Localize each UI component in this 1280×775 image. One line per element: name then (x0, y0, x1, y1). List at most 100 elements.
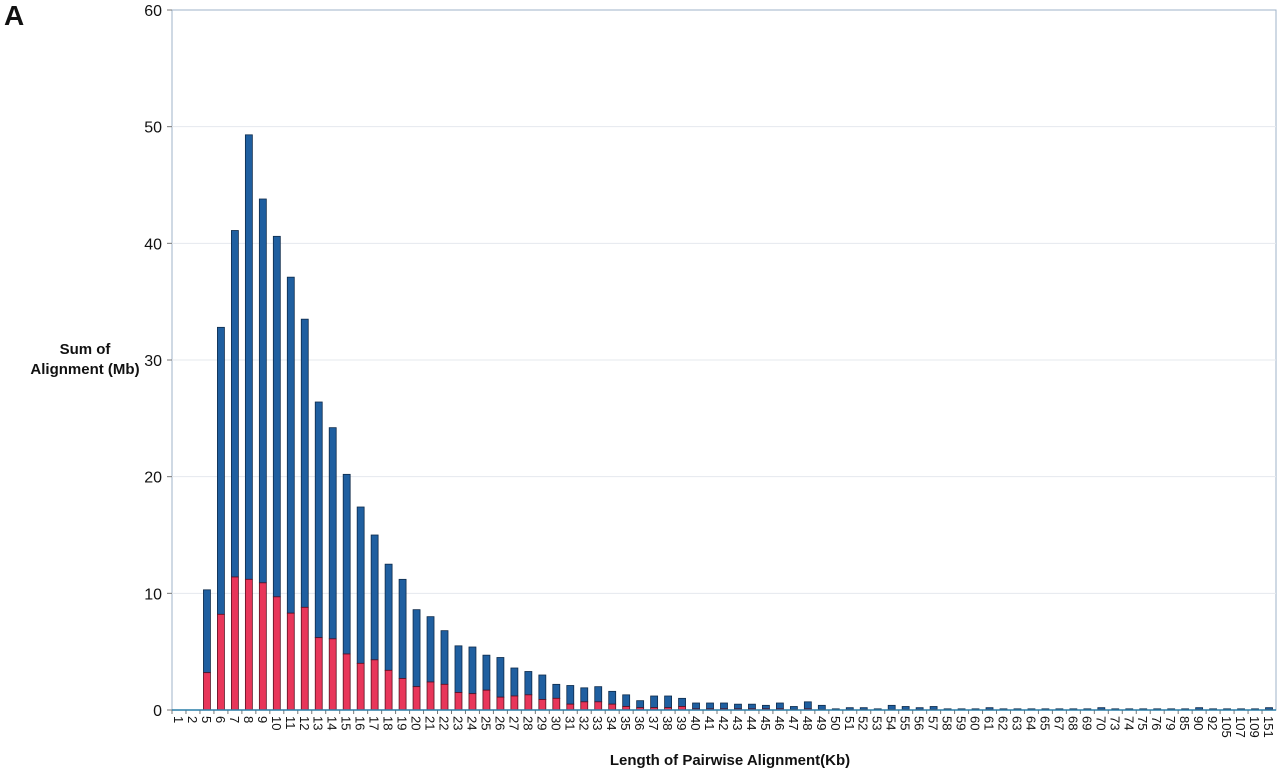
bar-lower-segment (594, 701, 603, 711)
bar-upper-segment (706, 702, 714, 710)
x-tick-label: 33 (590, 716, 605, 730)
bar-lower-segment (356, 662, 365, 711)
x-tick-label: 49 (814, 716, 829, 730)
bar-upper-segment (328, 427, 337, 640)
bar-lower-segment (482, 689, 491, 711)
x-tick-label: 56 (912, 716, 927, 730)
bar-lower-segment (510, 695, 519, 711)
bar-upper-segment (720, 702, 728, 710)
x-tick-label: 27 (506, 716, 521, 730)
x-tick-label: 46 (772, 716, 787, 730)
bar-lower-segment (203, 672, 211, 711)
x-tick-label: 1 (171, 716, 186, 723)
bar-upper-segment (468, 646, 477, 695)
x-tick-label: 61 (982, 716, 997, 730)
y-tick-label: 40 (144, 236, 162, 253)
x-tick-label: 75 (1135, 716, 1150, 730)
x-tick-label: 90 (1191, 716, 1206, 730)
x-tick-label: 76 (1149, 716, 1164, 730)
bar-lower-segment (244, 578, 253, 711)
bar-upper-segment (314, 401, 323, 639)
bar-lower-segment (552, 697, 561, 711)
x-tick-label: 37 (646, 716, 661, 730)
x-tick-label: 73 (1107, 716, 1122, 730)
panel-label: A (4, 0, 25, 31)
x-tick-label: 19 (395, 716, 410, 730)
x-tick-label: 41 (702, 716, 717, 730)
bar-upper-segment (664, 695, 672, 709)
x-tick-label: 21 (423, 716, 438, 730)
bar-upper-segment (748, 703, 756, 710)
bar-lower-segment (412, 686, 421, 711)
x-tick-label: 31 (562, 716, 577, 730)
bar-lower-segment (217, 613, 225, 711)
bar-upper-segment (286, 276, 295, 614)
bar-upper-segment (803, 701, 812, 710)
bar-upper-segment (817, 704, 826, 710)
bar-lower-segment (566, 703, 575, 711)
bar-upper-segment (300, 318, 309, 608)
bar-lower-segment (328, 638, 337, 711)
x-tick-label: 32 (576, 716, 591, 730)
bar-upper-segment (594, 686, 603, 703)
bar-lower-segment (440, 683, 449, 711)
bar-upper-segment (678, 697, 686, 707)
bar-upper-segment (566, 685, 575, 705)
bar-lower-segment (496, 696, 505, 711)
bar-lower-segment (524, 694, 533, 711)
x-tick-label: 35 (618, 716, 633, 730)
bar-upper-segment (608, 690, 617, 705)
x-tick-label: 43 (730, 716, 745, 730)
y-axis-label: Sum of Alignment (Mb) (10, 340, 160, 380)
bar-upper-segment (426, 616, 435, 683)
bar-upper-segment (901, 706, 910, 710)
x-tick-label: 85 (1177, 716, 1192, 730)
bar-upper-segment (622, 694, 631, 707)
bar-upper-segment (342, 473, 351, 655)
bar-upper-segment (482, 654, 491, 691)
y-axis-label-line2: Alignment (Mb) (30, 361, 140, 378)
x-tick-label: 40 (688, 716, 703, 730)
x-tick-label: 10 (269, 716, 284, 730)
bar-upper-segment (650, 695, 659, 709)
x-tick-label: 55 (898, 716, 913, 730)
bar-upper-segment (454, 645, 463, 693)
bar-upper-segment (789, 706, 798, 710)
x-tick-label: 38 (660, 716, 675, 730)
bar-upper-segment (636, 700, 645, 709)
bar-upper-segment (538, 674, 547, 700)
x-tick-label: 39 (674, 716, 689, 730)
x-tick-label: 51 (842, 716, 857, 730)
bar-lower-segment (608, 703, 617, 711)
bar-lower-segment (300, 606, 309, 711)
x-tick-label: 60 (968, 716, 983, 730)
x-tick-label: 57 (926, 716, 941, 730)
bar-upper-segment (762, 704, 770, 710)
x-tick-label: 47 (786, 716, 801, 730)
bar-upper-segment (496, 657, 505, 698)
x-tick-label: 63 (1009, 716, 1024, 730)
bar-upper-segment (258, 198, 267, 584)
bar-lower-segment (538, 699, 547, 711)
x-tick-label: 2 (185, 716, 200, 723)
x-tick-label: 36 (632, 716, 647, 730)
x-tick-label: 42 (716, 716, 731, 730)
bar-upper-segment (510, 667, 519, 697)
bar-upper-segment (734, 703, 742, 710)
x-tick-label: 52 (856, 716, 871, 730)
x-tick-label: 59 (954, 716, 969, 730)
x-tick-label: 68 (1065, 716, 1080, 730)
x-axis-label: Length of Pairwise Alignment(Kb) (609, 752, 851, 769)
x-tick-label: 6 (213, 716, 228, 723)
bar-lower-segment (258, 582, 267, 711)
bar-lower-segment (580, 701, 589, 711)
bar-upper-segment (203, 589, 211, 674)
y-tick-label: 10 (144, 586, 162, 603)
x-tick-label: 79 (1163, 716, 1178, 730)
bar-lower-segment (272, 596, 281, 711)
x-tick-label: 69 (1079, 716, 1094, 730)
bar-upper-segment (272, 235, 281, 598)
x-tick-label: 22 (437, 716, 452, 730)
x-tick-label: 67 (1051, 716, 1066, 730)
